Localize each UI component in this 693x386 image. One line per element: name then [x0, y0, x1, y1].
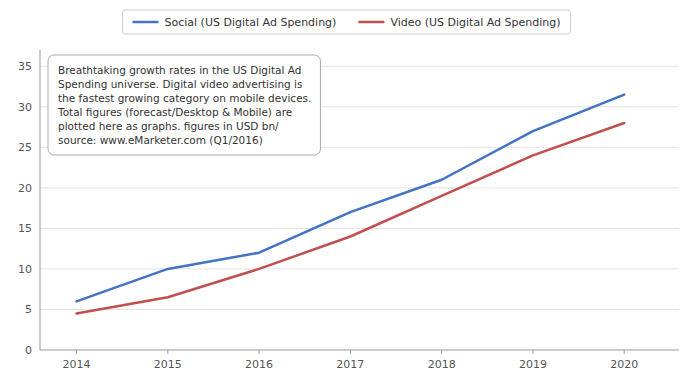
y-grid [40, 66, 679, 309]
legend-swatch [358, 21, 384, 24]
y-tick-label: 20 [18, 182, 32, 195]
x-tick [532, 350, 533, 354]
y-tick-label: 30 [18, 101, 32, 114]
y-tick-label: 25 [18, 141, 32, 154]
annotation-line: Total figures (forecast/Desktop & Mobile… [57, 106, 292, 118]
legend-label: Social (US Digital Ad Spending) [164, 16, 336, 29]
x-tick [441, 350, 442, 354]
x-tick-label: 2014 [63, 358, 91, 371]
annotation-line: plotted here as graphs. figures in USD b… [58, 120, 279, 132]
y-tick-label: 35 [18, 60, 32, 73]
annotation-line: source: www.eMarketer.com (Q1/2016) [58, 134, 263, 146]
legend-label: Video (US Digital Ad Spending) [390, 16, 560, 29]
legend-box [122, 10, 570, 34]
annotation-line: the fastest growing category on mobile d… [58, 92, 311, 104]
x-tick [259, 350, 260, 354]
x-tick-label: 2015 [154, 358, 182, 371]
grid-line [40, 187, 679, 188]
x-tick [76, 350, 77, 354]
chart: 0 5 10 15 20 25 30 35 2014 2015 2016 2017 2018 2019 20… [0, 0, 693, 386]
x-tick-label: 2016 [245, 358, 273, 371]
legend-swatch [132, 21, 158, 24]
annotation-text: Breathtaking growth rates in the US Digi… [57, 64, 311, 146]
y-tick-label: 0 [25, 344, 32, 357]
x-tick [624, 350, 625, 354]
x-tick-label: 2018 [428, 358, 456, 371]
grid-line [40, 268, 679, 269]
y-tick-label: 10 [18, 263, 32, 276]
x-tick-label: 2019 [519, 358, 547, 371]
x-tick [167, 350, 168, 354]
x-tick-label: 2020 [610, 358, 638, 371]
annotation-line: Breathtaking growth rates in the US Digi… [58, 64, 301, 76]
x-tick [350, 350, 351, 354]
legend: Social (US Digital Ad Spending) Video (US… [122, 10, 570, 34]
grid-line [40, 309, 679, 310]
grid-line [40, 228, 679, 229]
x-axis-line [40, 350, 679, 351]
y-tick-label: 15 [18, 222, 32, 235]
y-axis-line [40, 50, 41, 350]
x-tick-label: 2017 [336, 358, 364, 371]
y-tick-label: 5 [25, 303, 32, 316]
annotation-line: Spending universe. Digital video adverti… [58, 78, 302, 90]
annotation: Breathtaking growth rates in the US Digi… [48, 55, 320, 155]
annotation-box [48, 55, 320, 155]
